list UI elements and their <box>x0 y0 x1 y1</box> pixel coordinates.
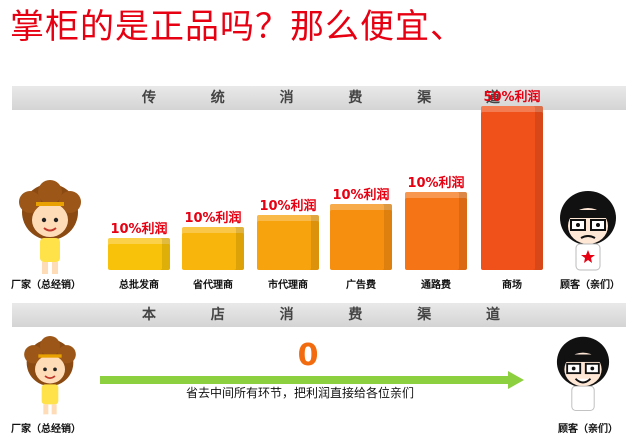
consumer-label: 顾客（亲们） <box>558 424 618 435</box>
bar-city-agent <box>257 215 319 270</box>
band-char: 道 <box>485 90 500 106</box>
margin-label: 10%利润 <box>332 187 390 203</box>
margin-label: 10%利润 <box>110 222 168 237</box>
traditional-channel-band: 传 统 消 费 渠 道 <box>12 86 626 110</box>
stage-label: 广告费 <box>346 280 376 291</box>
stage-label: 通路费 <box>421 280 451 291</box>
stage-label: 省代理商 <box>193 280 233 291</box>
band-char: 费 <box>348 90 363 106</box>
band-char: 道 <box>485 307 500 323</box>
manufacturer-character-icon <box>19 180 81 274</box>
band-char: 消 <box>279 90 294 106</box>
band-char: 店 <box>210 307 225 323</box>
arrow-head-icon <box>508 371 524 389</box>
direct-channel-note: 省去中间所有环节，把利润直接给各位亲们 <box>185 386 414 400</box>
manufacturer-label: 厂家（总经销） <box>11 280 81 291</box>
bar-channel-fee <box>405 192 467 270</box>
consumer-character-icon <box>560 191 616 271</box>
stage-label: 市代理商 <box>268 280 308 291</box>
bar-advertising <box>330 203 392 270</box>
band-char: 统 <box>210 90 225 106</box>
manufacturer-label: 厂家（总经销） <box>11 424 81 435</box>
consumer-label: 顾客（亲们） <box>560 280 620 291</box>
band-char: 费 <box>348 307 363 323</box>
headline: 掌柜的是正品吗？那么便宜、 <box>10 7 465 47</box>
band-char: 本 <box>142 307 156 323</box>
direct-arrow <box>100 376 510 384</box>
band-char: 渠 <box>417 90 432 106</box>
bar-wholesaler <box>108 238 170 270</box>
stage-label: 商场 <box>502 280 522 291</box>
zero-margin-value: 0 <box>297 338 319 373</box>
margin-label: 10%利润 <box>184 210 242 226</box>
bar-mall <box>481 106 543 270</box>
band-char: 渠 <box>417 307 432 323</box>
direct-channel-band: 本 店 消 费 渠 道 <box>12 303 626 327</box>
stage-label: 总批发商 <box>119 280 159 291</box>
band-char: 传 <box>142 90 156 106</box>
manufacturer-character-icon <box>24 336 76 415</box>
margin-label: 10%利润 <box>259 199 317 214</box>
consumer-character-icon <box>556 336 610 411</box>
bar-provincial-agent <box>182 226 244 270</box>
margin-label: 10%利润 <box>407 176 465 191</box>
band-char: 消 <box>279 307 294 323</box>
margin-label: 50%利润 <box>483 90 541 106</box>
